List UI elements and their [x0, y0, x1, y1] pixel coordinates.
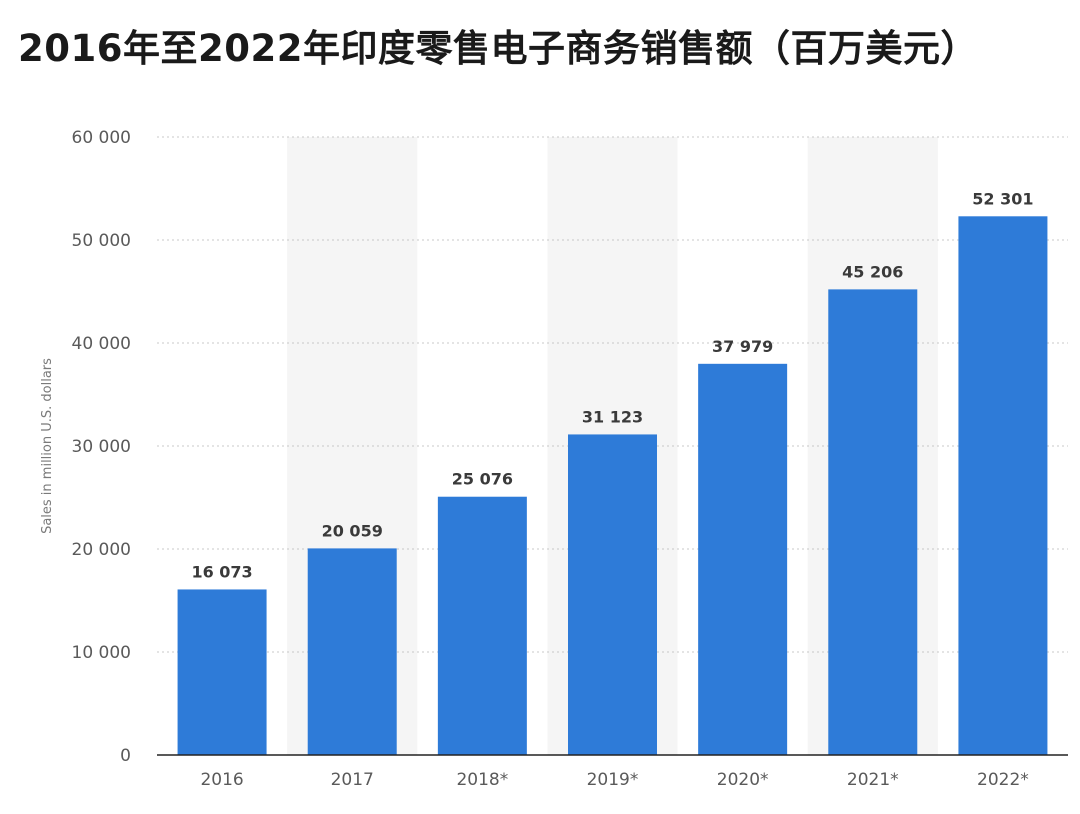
bar	[698, 363, 788, 755]
x-tick-label: 2020*	[717, 770, 769, 790]
x-tick-label: 2016	[200, 770, 243, 790]
chart-title: 2016年至2022年印度零售电子商务销售额（百万美元）	[18, 27, 978, 70]
y-tick-label: 60 000	[72, 128, 131, 148]
bars	[177, 216, 1048, 756]
data-label: 31 123	[582, 407, 643, 426]
x-tick-label: 2019*	[587, 770, 639, 790]
bar	[568, 434, 657, 755]
bar	[437, 496, 527, 755]
x-tick-label: 2021*	[847, 770, 899, 790]
y-tick-label: 40 000	[72, 334, 131, 354]
y-tick-label: 10 000	[72, 643, 131, 663]
data-label: 25 076	[452, 470, 513, 489]
data-label: 52 301	[972, 189, 1033, 208]
labels: 0 10 000 20 000 30 000 40 000 50 000 60 000 16 …	[40, 128, 1034, 790]
y-axis-title: Sales in million U.S. dollars	[40, 358, 55, 534]
bar	[307, 548, 397, 755]
bar	[828, 289, 918, 755]
x-tick-label: 2022*	[977, 770, 1029, 790]
data-label: 20 059	[322, 521, 383, 540]
y-tick-label: 30 000	[72, 437, 131, 457]
y-tick-label: 20 000	[72, 540, 131, 560]
x-tick-label: 2017	[331, 770, 374, 790]
y-tick-label: 50 000	[72, 231, 131, 251]
data-label: 45 206	[842, 262, 903, 281]
bar	[177, 589, 267, 755]
y-tick-label: 0	[120, 746, 131, 766]
bar	[958, 216, 1048, 756]
data-label: 37 979	[712, 337, 773, 356]
x-tick-label: 2018*	[456, 770, 508, 790]
data-label: 16 073	[191, 562, 252, 581]
